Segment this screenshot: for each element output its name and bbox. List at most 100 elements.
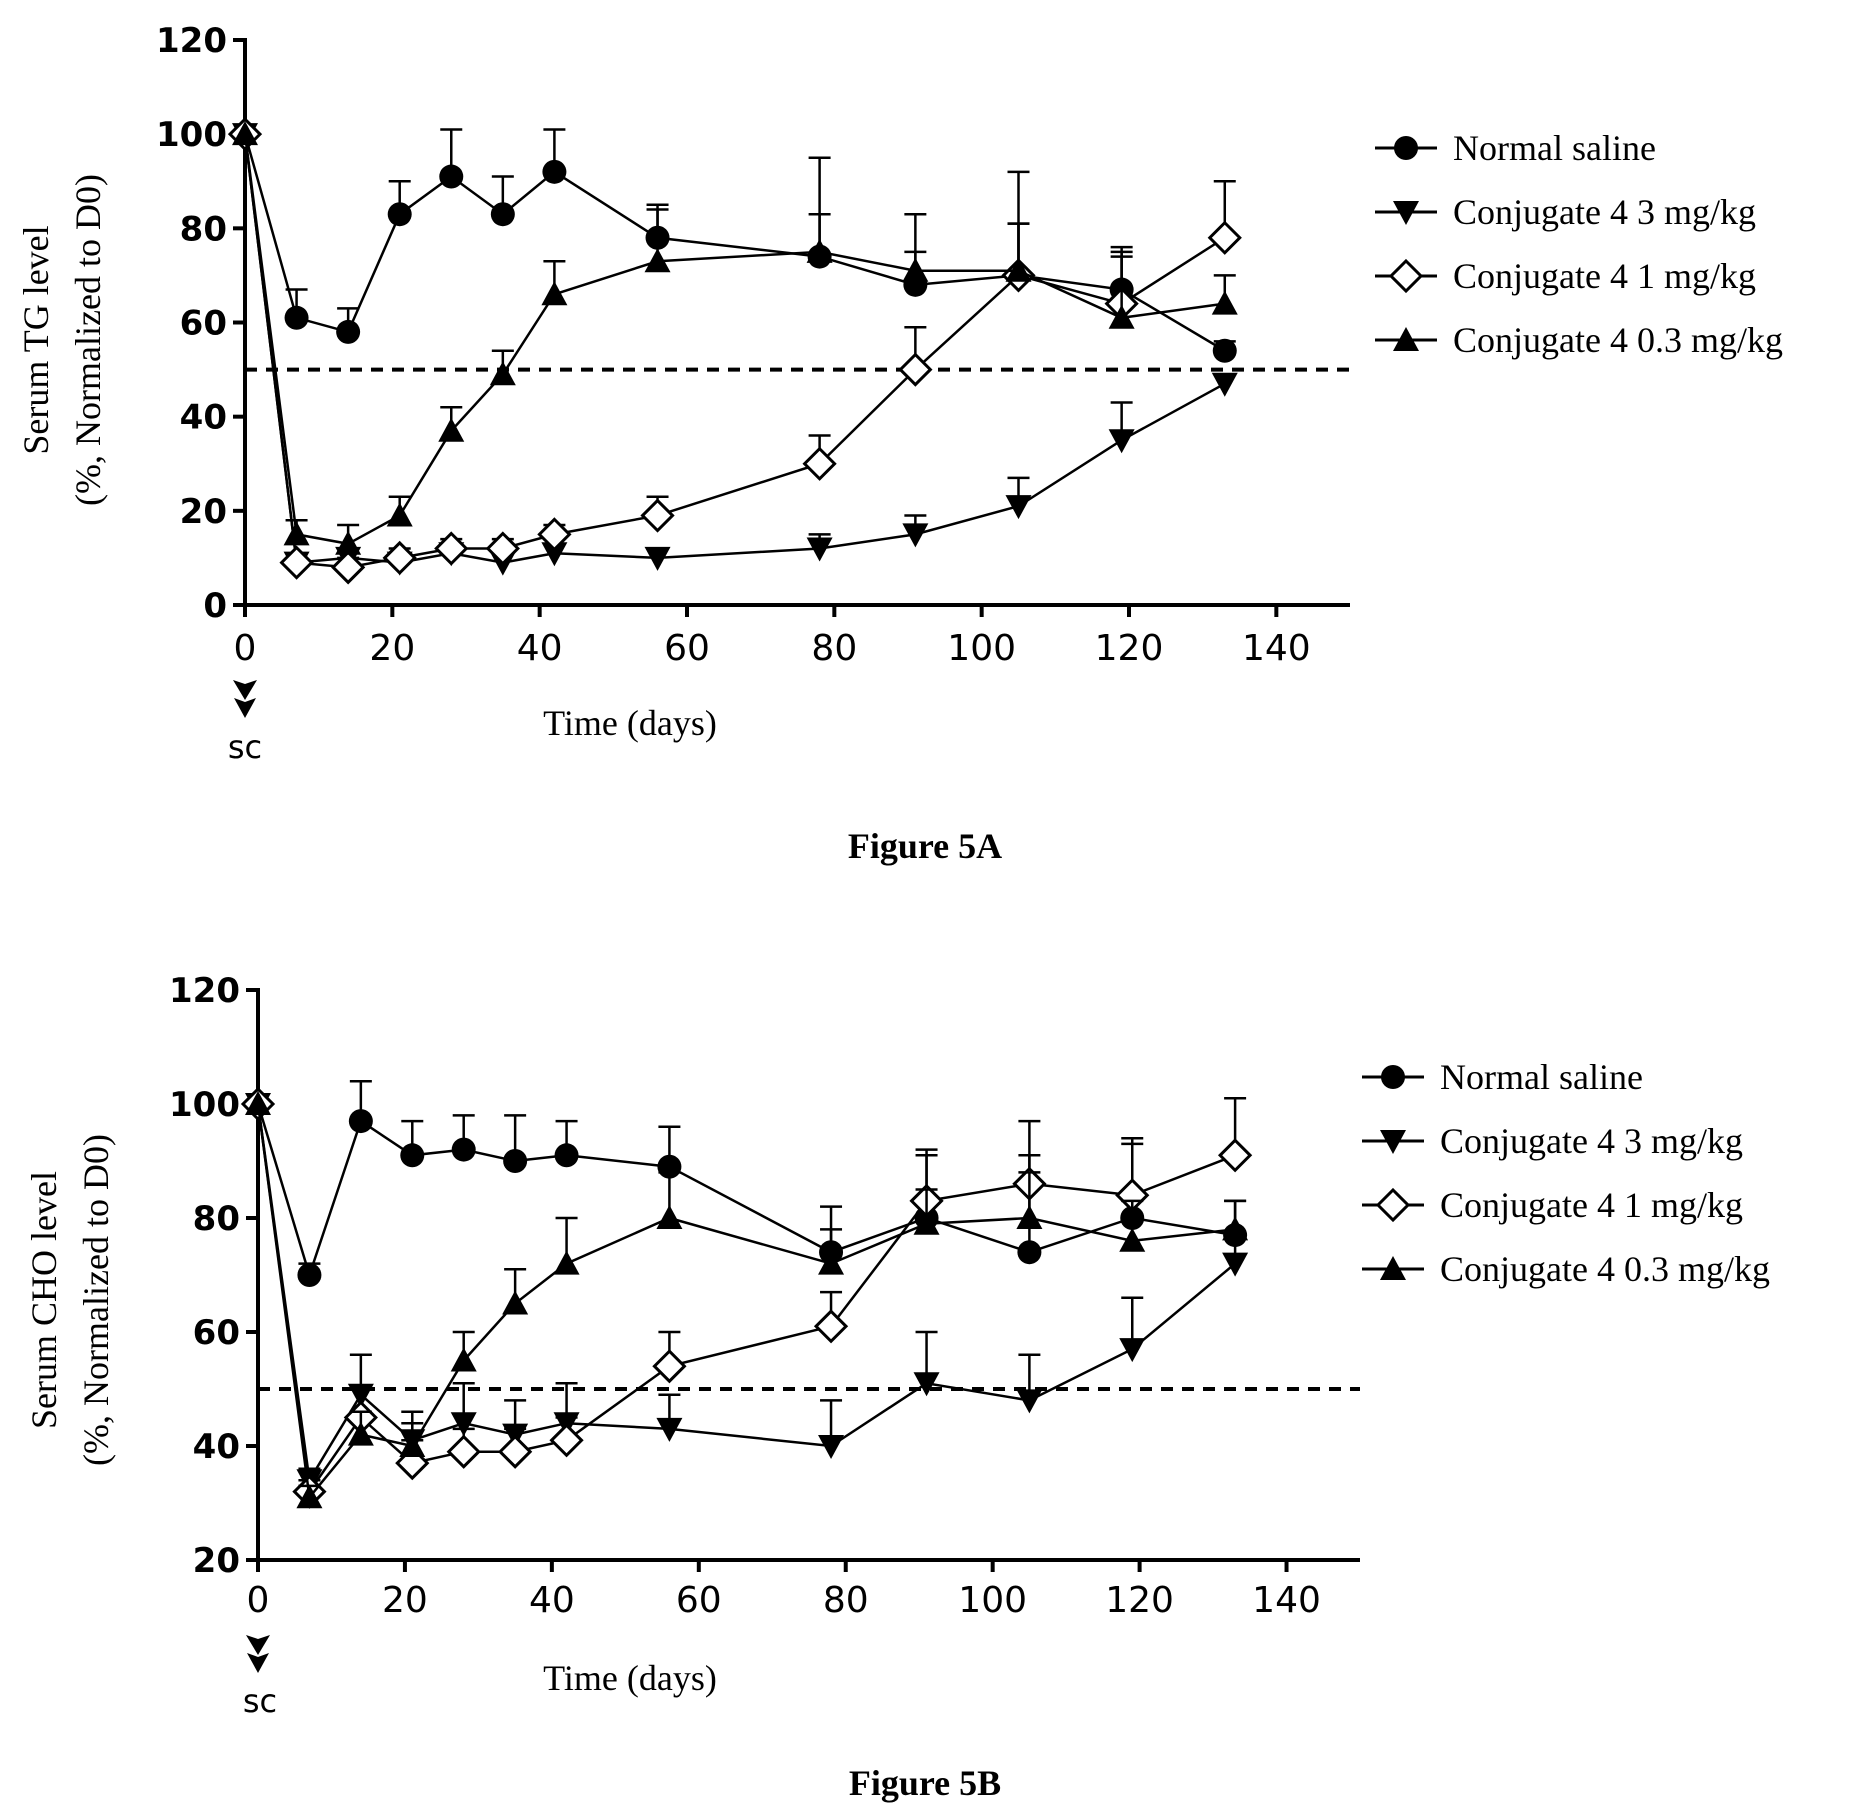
chart-5b-ylabel-line2: (%, Normalized to D0) [76,1134,116,1466]
data-point [1119,1227,1146,1252]
legend-entry: Conjugate 4 3 mg/kg [1375,192,1756,232]
data-point [296,1484,323,1509]
series-1 [245,1093,1249,1494]
data-point [450,1412,477,1437]
data-point [644,248,671,273]
legend-entry: Conjugate 4 0.3 mg/kg [1375,320,1783,360]
data-point [913,1210,940,1235]
legend-label: Conjugate 4 0.3 mg/kg [1453,320,1783,360]
legend-label: Conjugate 4 1 mg/kg [1440,1185,1743,1225]
data-point [1016,1205,1043,1229]
data-point [502,1290,529,1315]
legend-label: Normal saline [1453,128,1656,168]
series-2 [240,1086,1253,1509]
data-point [1119,1338,1146,1363]
series-line [243,134,1225,546]
data-point [400,1143,425,1168]
data-point [434,531,469,566]
data-point [542,159,567,184]
legend-entry: Conjugate 4 1 mg/kg [1362,1185,1743,1225]
y-tick-label: 0 [203,586,227,626]
y-tick-label: 20 [193,1541,240,1581]
data-point [541,542,568,567]
data-point [902,257,929,282]
data-point [485,531,520,566]
legend-entry: Conjugate 4 0.3 mg/kg [1362,1249,1770,1289]
series-3 [245,1091,1249,1509]
x-tick-label: 120 [1105,1580,1174,1621]
chart-5a-legend: Normal saline Conjugate 4 3 mg/kg Conjugat… [1375,128,1783,360]
y-tick-label: 100 [169,1085,240,1125]
data-point [1211,290,1238,315]
data-point [818,1250,845,1275]
x-tick-label: 40 [529,1580,575,1621]
legend-marker [1381,1065,1405,1089]
chart-5b-axes [246,988,1360,1572]
x-tick-label: 100 [958,1580,1027,1621]
data-point [902,523,929,548]
data-point [802,446,837,481]
legend-marker [1393,327,1419,351]
data-point [245,1091,271,1115]
data-point [438,417,465,442]
series-line [243,134,1226,564]
data-point [1217,1138,1253,1173]
legend-entry: Normal saline [1375,128,1656,168]
data-point [806,537,833,562]
data-point [232,121,258,146]
data-point [644,546,671,571]
x-tick-label: 140 [1252,1580,1321,1621]
data-point [656,1205,683,1229]
data-point [1211,372,1238,397]
x-tick-label: 60 [676,1580,722,1621]
chart-5a-xlabel: Time (days) [543,703,717,743]
legend-entry: Conjugate 4 1 mg/kg [1375,256,1756,296]
data-point [652,1349,687,1384]
chart-5a-dose-marker: sc [228,680,262,766]
legend-entry: Conjugate 4 3 mg/kg [1362,1121,1743,1161]
x-tick-label: 100 [947,628,1016,669]
legend-marker [1380,1256,1406,1280]
chart-5b-dose-label: sc [243,1682,277,1720]
series-1 [232,123,1238,576]
x-tick-label: 80 [811,628,857,669]
data-point [1108,429,1135,454]
data-point [549,1423,584,1458]
legend-marker [1394,136,1418,160]
x-tick-label: 60 [664,628,710,669]
data-point [913,1372,940,1397]
data-point [331,550,366,585]
dose-arrow-icon [246,1635,270,1673]
series-0 [233,122,1237,363]
data-point [1017,1240,1042,1265]
y-tick-label: 80 [193,1199,240,1239]
series-3 [232,121,1238,555]
series-line [243,133,1226,352]
chart-5b-legend: Normal saline Conjugate 4 3 mg/kg Conjugat… [1362,1057,1770,1289]
chart-5a-y-axis-title: Serum TG level (%, Normalized to D0) [16,174,108,506]
data-point [813,1309,849,1344]
x-tick-label: 0 [247,1580,270,1621]
data-point [1005,495,1032,520]
y-tick-label: 40 [180,398,227,438]
data-point [1222,1216,1249,1241]
chart-5a-caption: Figure 5A [848,826,1002,866]
data-point [1222,1252,1249,1277]
data-point [1005,257,1032,282]
chart-5a-ylabel-line1: Serum TG level [16,225,56,454]
data-point [399,1433,426,1457]
legend-label: Conjugate 4 1 mg/kg [1453,256,1756,296]
data-point [386,502,413,527]
x-tick-label: 0 [234,628,257,669]
chart-5b-xlabel: Time (days) [543,1658,717,1698]
y-tick-label: 120 [169,971,240,1011]
data-point [450,1347,477,1372]
x-tick-label: 80 [823,1580,869,1621]
y-tick-label: 80 [180,209,227,249]
data-point [387,202,412,227]
data-point [1108,304,1135,329]
x-tick-label: 20 [382,1580,428,1621]
x-tick-label: 120 [1095,628,1164,669]
